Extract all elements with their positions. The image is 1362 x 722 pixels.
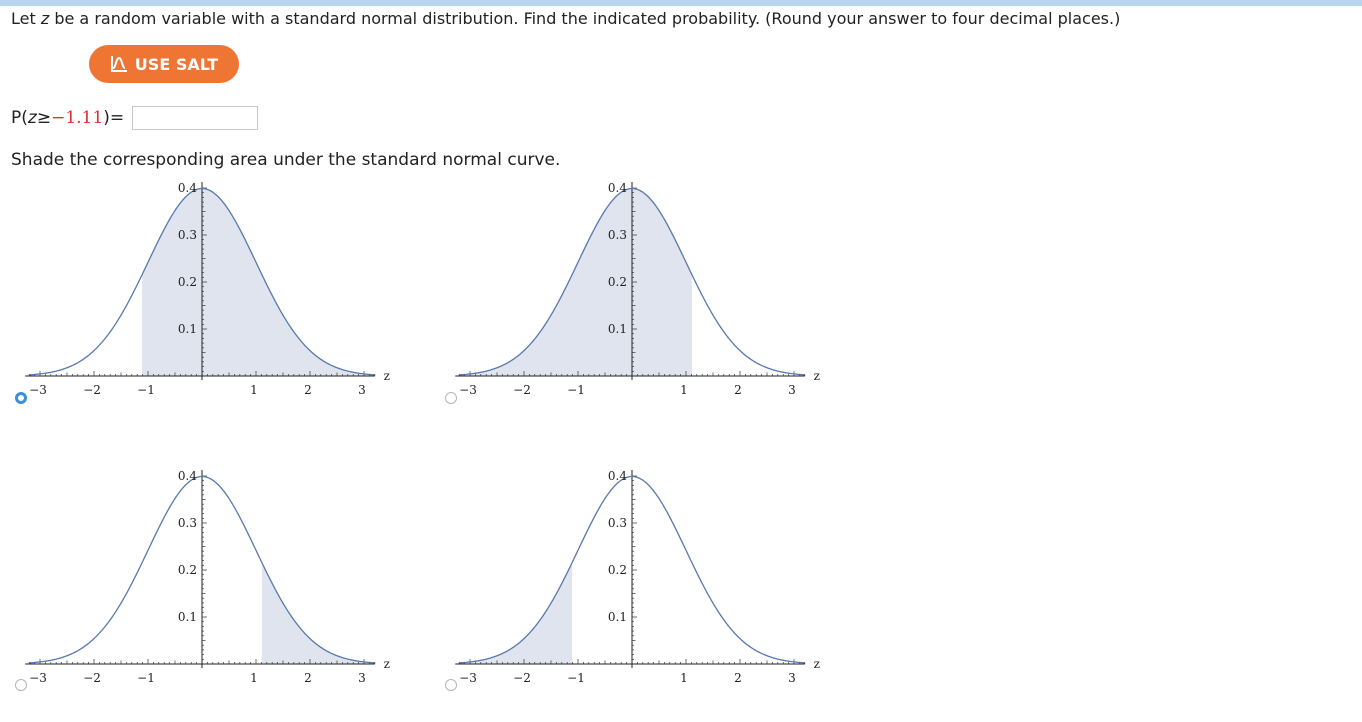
y-tick-label: 0.1	[608, 322, 627, 336]
x-tick-label: −3	[459, 383, 477, 397]
y-tick-label: 0.4	[178, 469, 197, 483]
x-tick-label: 2	[734, 671, 742, 685]
option-d-radio[interactable]	[445, 679, 457, 691]
x-tick-label: 1	[680, 671, 688, 685]
shaded-area	[459, 562, 573, 664]
y-tick-label: 0.3	[178, 228, 197, 242]
x-tick-label: 1	[680, 383, 688, 397]
instruction-text: Shade the corresponding area under the s…	[11, 150, 561, 170]
y-tick-label: 0.2	[608, 563, 627, 577]
x-axis-label: z	[384, 657, 390, 671]
x-tick-label: 3	[358, 383, 366, 397]
y-tick-label: 0.4	[608, 469, 627, 483]
y-tick-label: 0.1	[178, 322, 197, 336]
y-tick-label: 0.2	[608, 275, 627, 289]
y-tick-label: 0.4	[608, 181, 627, 195]
x-tick-label: −3	[459, 671, 477, 685]
normal-curve	[459, 187, 805, 376]
normal-curve-plot-a[interactable]: −3 −2 −1 1 2 3 0.1 0.2 0.3 0.4 z	[0, 160, 420, 410]
x-tick-label: −1	[567, 383, 585, 397]
prob-value: −1.11	[51, 108, 104, 128]
x-tick-label: −1	[567, 671, 585, 685]
prob-open: P(	[11, 108, 28, 128]
x-tick-label: −1	[137, 671, 155, 685]
x-tick-label: −1	[137, 383, 155, 397]
normal-curve	[29, 187, 375, 376]
shaded-area	[261, 562, 375, 664]
top-accent-bar	[0, 0, 1362, 6]
y-tick-label: 0.3	[608, 516, 627, 530]
answer-input[interactable]	[132, 106, 259, 130]
x-tick-label: −2	[513, 383, 531, 397]
y-tick-label: 0.1	[608, 610, 627, 624]
x-tick-label: −2	[513, 671, 531, 685]
use-salt-button[interactable]: USE SALT	[89, 45, 239, 83]
y-tick-label: 0.1	[178, 610, 197, 624]
use-salt-label: USE SALT	[134, 54, 219, 74]
x-axis-label: z	[384, 369, 390, 383]
prob-equals: =	[109, 108, 125, 128]
salt-graph-icon	[110, 55, 128, 73]
x-tick-label: 3	[358, 671, 366, 685]
question-text: Let z be a random variable with a standa…	[11, 9, 1120, 28]
option-c-radio[interactable]	[15, 679, 27, 691]
y-tick-label: 0.2	[178, 563, 197, 577]
question-suffix: be a random variable with a standard nor…	[49, 9, 1121, 28]
x-tick-label: −2	[83, 383, 101, 397]
x-tick-label: 2	[304, 383, 312, 397]
x-tick-label: 1	[250, 671, 258, 685]
option-a-radio[interactable]	[15, 392, 27, 404]
question-variable: z	[40, 9, 50, 28]
shaded-area	[142, 188, 375, 376]
y-tick-label: 0.3	[178, 516, 197, 530]
x-tick-label: 3	[788, 671, 796, 685]
x-tick-label: −3	[29, 383, 47, 397]
prob-variable: z	[27, 108, 37, 128]
y-tick-label: 0.4	[178, 181, 197, 195]
prob-close: )	[103, 108, 110, 128]
option-b-radio[interactable]	[445, 392, 457, 404]
x-axis-label: z	[814, 657, 820, 671]
x-tick-label: 3	[788, 383, 796, 397]
prob-operator: ≥	[36, 108, 52, 128]
probability-expression: P(z ≥ −1.11) =	[11, 104, 259, 132]
x-axis-label: z	[814, 369, 820, 383]
shaded-area	[459, 188, 692, 376]
normal-curve	[459, 475, 805, 664]
normal-curve	[29, 475, 375, 664]
normal-curve-plot-c[interactable]: −3 −2 −1 1 2 3 0.1 0.2 0.3 0.4 z	[0, 448, 420, 698]
y-tick-label: 0.3	[608, 228, 627, 242]
normal-curve-plot-b[interactable]: −3 −2 −1 1 2 3 0.1 0.2 0.3 0.4 z	[430, 160, 850, 410]
x-tick-label: −2	[83, 671, 101, 685]
x-tick-label: 2	[304, 671, 312, 685]
x-tick-label: −3	[29, 671, 47, 685]
y-tick-label: 0.2	[178, 275, 197, 289]
x-tick-label: 1	[250, 383, 258, 397]
x-tick-label: 2	[734, 383, 742, 397]
question-prefix: Let	[11, 9, 41, 28]
normal-curve-plot-d[interactable]: −3 −2 −1 1 2 3 0.1 0.2 0.3 0.4 z	[430, 448, 850, 698]
